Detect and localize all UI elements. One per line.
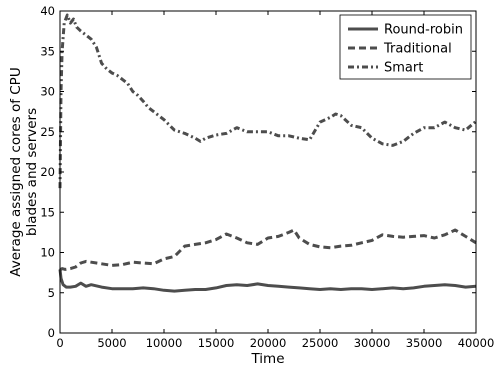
series-group <box>58 13 477 293</box>
axes-group: 0 5000 10000 15000 20000 25000 30000 35000 40000… <box>40 4 494 350</box>
y-tick-label: 20 <box>40 165 55 179</box>
x-tick-label: 25000 <box>302 336 339 350</box>
y-tick-label: 5 <box>48 286 55 300</box>
y-axis-title-line-1: Average assigned cores of CPU <box>8 67 24 276</box>
x-tick-label: 10000 <box>146 336 183 350</box>
y-tick-label: 25 <box>40 125 55 139</box>
y-axis-title: Average assigned cores of CPU blades and… <box>8 67 40 276</box>
y-tick-label: 40 <box>40 4 55 18</box>
x-tick-label: 0 <box>56 336 63 350</box>
x-tick-label: 5000 <box>97 336 126 350</box>
legend-label-smart: Smart <box>384 61 423 76</box>
y-tick-label: 15 <box>40 205 55 219</box>
y-tick-label: 0 <box>48 326 55 340</box>
series-line-smart <box>58 13 477 189</box>
x-tick-label: 15000 <box>198 336 235 350</box>
x-tick-label: 20000 <box>250 336 287 350</box>
y-tick-label: 30 <box>40 85 55 99</box>
x-tick-label: 35000 <box>406 336 443 350</box>
series-line-traditional <box>59 228 477 272</box>
series-line-round-robin <box>58 269 477 293</box>
y-tick-label: 10 <box>40 246 55 260</box>
x-tick-label: 30000 <box>354 336 391 350</box>
legend-label-round-robin: Round-robin <box>384 23 463 38</box>
y-axis-title-line-2: blades and servers <box>24 108 40 236</box>
y-tick-label: 35 <box>40 44 55 58</box>
legend-label-traditional: Traditional <box>383 42 452 57</box>
x-tick-label: 40000 <box>458 336 495 350</box>
x-axis-title: Time <box>250 351 284 367</box>
legend: Round-robin Traditional Smart <box>339 14 472 80</box>
